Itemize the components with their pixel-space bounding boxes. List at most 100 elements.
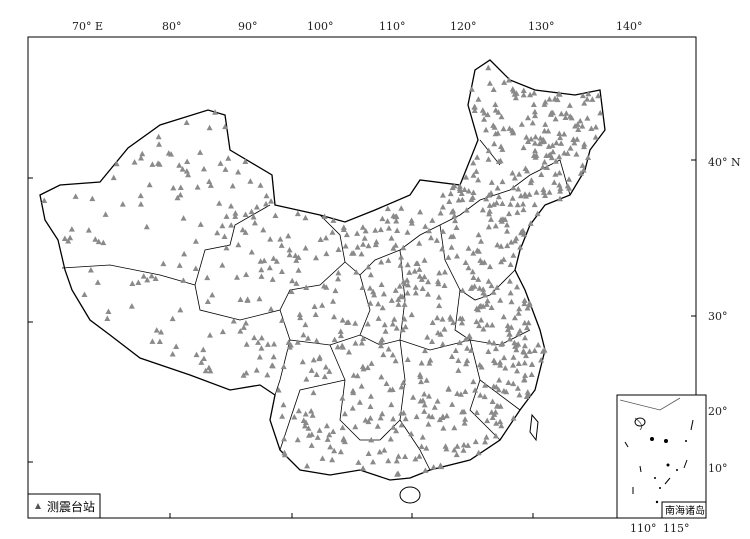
legend-triangle-icon [35,503,41,509]
station-marker [137,192,144,199]
station-marker [237,328,244,334]
station-marker [485,223,492,230]
station-marker [481,259,488,265]
station-marker [592,123,599,130]
station-marker [567,145,574,151]
station-marker [242,229,249,235]
station-marker [119,201,126,207]
station-marker [506,330,513,337]
station-marker [375,315,382,321]
station-marker [393,325,400,331]
station-marker [538,357,545,363]
station-marker [339,424,346,431]
station-marker [531,201,538,208]
station-marker [557,185,564,191]
station-marker [223,244,230,251]
station-marker [450,319,457,326]
station-marker [335,246,342,252]
station-marker [277,236,284,242]
station-marker [481,116,488,122]
station-marker [498,341,505,347]
station-marker [369,458,376,465]
station-marker [538,171,545,178]
station-marker [463,174,470,180]
station-marker [447,190,454,197]
station-marker [339,342,346,349]
station-marker [376,448,383,455]
station-marker [308,367,315,373]
station-marker [458,190,465,196]
inset-south-china-sea: 南海诸岛 20° 10° 110° 115° [616,394,728,535]
station-marker [293,280,300,286]
station-marker [525,391,532,398]
station-marker [490,289,497,295]
station-marker [102,211,109,217]
station-marker [476,322,483,329]
station-marker [398,421,405,428]
station-marker [484,417,491,424]
station-marker [169,350,176,357]
station-marker [303,284,310,291]
station-marker [500,256,507,262]
station-marker [247,178,254,184]
tick-140: 140° [616,20,643,33]
station-marker [384,205,391,212]
station-marker [457,391,464,397]
station-marker [392,287,399,293]
station-marker [501,79,508,85]
station-marker [372,227,379,233]
station-marker [471,107,478,113]
station-marker [540,186,547,193]
station-marker [385,457,392,464]
station-marker [170,184,177,191]
station-marker [473,409,480,416]
station-marker [509,195,516,201]
station-marker [504,228,511,234]
station-marker [398,383,405,390]
station-marker [478,317,485,323]
legend-label: 测震台站 [47,499,95,514]
station-marker [553,139,560,146]
station-marker [505,379,512,385]
station-marker [395,301,402,307]
station-marker [451,424,458,431]
station-marker [359,224,366,230]
station-marker [329,229,336,235]
station-marker [423,377,430,383]
station-marker [239,226,246,233]
tick-110: 110° [379,20,406,33]
station-marker [463,360,470,367]
station-marker [489,414,496,421]
station-marker [452,347,459,354]
station-marker [573,151,580,157]
station-marker [455,357,462,364]
station-marker [445,254,452,260]
station-marker [513,90,520,96]
station-marker [521,319,528,326]
station-marker [280,401,287,408]
station-marker [514,201,521,208]
tick-70e: 70° E [72,20,103,33]
station-marker [491,411,498,417]
station-marker [556,181,563,188]
station-marker [368,360,375,366]
station-marker [129,280,136,286]
station-marker [89,195,96,202]
station-marker [471,103,478,110]
station-marker [470,159,477,166]
station-marker [446,198,453,204]
station-marker [439,341,446,347]
station-marker [258,345,265,351]
station-marker [539,163,546,170]
station-marker [468,347,475,353]
station-marker [222,166,229,172]
station-marker [548,154,555,161]
station-marker [143,223,150,230]
station-marker [85,227,92,233]
station-marker [416,273,423,279]
station-marker [509,86,516,92]
station-marker [295,254,302,260]
station-marker [470,378,477,385]
station-markers [41,64,604,477]
station-marker [449,184,456,191]
